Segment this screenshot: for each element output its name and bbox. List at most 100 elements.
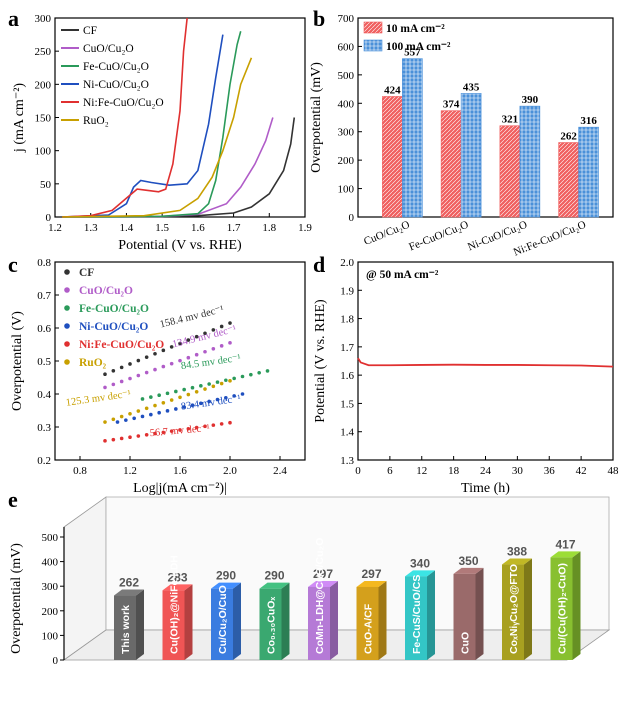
legend-label-b: 10 mA cm⁻² — [386, 23, 445, 35]
scatter-point-c — [140, 414, 145, 419]
legend-label-a: Ni:Fe-CuO/Cu₂O — [83, 97, 164, 109]
bar-side-e — [281, 582, 290, 660]
series-line-a — [62, 17, 188, 218]
bar-side-e — [233, 582, 241, 660]
y-tick-label-e: 400 — [42, 557, 59, 569]
y-tick-label-c: 0.6 — [37, 323, 51, 335]
legend-label-c: Fe-CuO/Cu₂O — [79, 303, 149, 315]
x-tick-label-c: 0.8 — [73, 465, 87, 477]
scatter-point-c — [211, 328, 216, 332]
y-tick-label-d: 1.4 — [340, 427, 354, 439]
series-line-d — [357, 357, 614, 368]
bar-value-label-b: 321 — [502, 114, 519, 126]
y-tick-label-d: 1.5 — [340, 398, 354, 410]
scatter-point-c — [111, 382, 116, 387]
bar-e — [308, 586, 330, 660]
x-tick-label-d: 42 — [576, 465, 587, 477]
scatter-point-c — [119, 414, 124, 419]
scatter-point-c — [207, 382, 211, 386]
scatter-point-c — [144, 355, 149, 359]
scatter-point-c — [128, 412, 132, 416]
scatter-point-c — [111, 368, 116, 373]
scatter-point-c — [157, 393, 161, 398]
slope-label-c: 158.4 mv dec⁻¹ — [159, 304, 225, 331]
series-line-a — [62, 117, 296, 218]
legend-label-c: CuO/Cu₂O — [79, 285, 133, 297]
scatter-point-c — [194, 390, 199, 394]
scatter-point-c — [265, 369, 270, 373]
y-axis-label-b: Overpotential (mV) — [309, 62, 324, 173]
scatter-point-c — [157, 410, 161, 415]
plot-frame-d — [357, 261, 614, 461]
y-tick-label-e: 100 — [42, 630, 59, 642]
scatter-point-c — [219, 344, 224, 348]
bar-side-e — [572, 551, 581, 660]
bar-top-e — [114, 589, 144, 596]
bar-e — [453, 573, 476, 660]
legend-label-a: Ni-CuO/Cu₂O — [83, 79, 149, 91]
legend-swatch-c — [64, 287, 70, 293]
bar-e — [405, 576, 427, 660]
bar-category-label-e: CuO-A/CF — [363, 603, 375, 654]
scatter-point-c — [190, 385, 195, 390]
legend-label-b: 100 mA cm⁻² — [386, 41, 451, 53]
scatter-point-c — [186, 355, 191, 360]
y-tick-label-a: 100 — [35, 146, 52, 158]
x-tick-label-d: 18 — [448, 465, 460, 477]
scatter-point-c — [124, 418, 128, 422]
scatter-point-c — [232, 394, 236, 398]
scatter-point-c — [128, 362, 132, 366]
bar-top-e — [356, 580, 387, 587]
y-axis-label-a: j (mA cm⁻²) — [12, 83, 27, 153]
y-tick-label-c: 0.4 — [37, 389, 51, 401]
scatter-point-c — [224, 378, 228, 383]
bar-b — [440, 110, 462, 218]
x-axis-label-c: Log|j(mA cm⁻²)| — [133, 481, 227, 496]
bar-b — [499, 125, 521, 218]
bar-e — [550, 557, 573, 660]
scatter-point-c — [144, 370, 149, 375]
scatter-point-c — [169, 361, 174, 366]
scatter-point-c — [215, 380, 220, 384]
bar-value-label-b: 262 — [560, 131, 577, 143]
scatter-point-c — [136, 373, 141, 378]
scatter-point-c — [249, 372, 253, 377]
series-line-a — [62, 117, 274, 218]
scatter-point-c — [165, 409, 170, 413]
scatter-point-c — [203, 349, 207, 354]
scatter-point-c — [219, 324, 224, 329]
category-label-b: CuO/Cu₂O — [362, 219, 411, 248]
scatter-point-c — [194, 352, 199, 357]
bar-b — [558, 142, 579, 218]
scatter-point-c — [182, 405, 186, 409]
bar-e — [502, 564, 524, 660]
y-tick-label-b: 200 — [338, 155, 355, 167]
series-line-a — [62, 34, 224, 218]
scatter-point-c — [211, 384, 216, 389]
scatter-point-c — [232, 376, 236, 381]
scatter-point-c — [199, 401, 203, 406]
y-tick-label-d: 2.0 — [340, 257, 354, 269]
y-tick-label-d: 1.3 — [340, 455, 354, 467]
legend-label-a: CuO/Cu₂O — [83, 43, 134, 55]
scatter-point-c — [174, 407, 178, 411]
scatter-point-c — [144, 406, 149, 411]
scatter-point-c — [240, 392, 245, 396]
scatter-point-c — [132, 416, 136, 421]
chart-e: 0 100 200 300 400 500 Overpotential (mV) 262 Thi… — [9, 496, 611, 667]
scatter-point-c — [161, 348, 166, 353]
bar-side-e — [330, 580, 338, 660]
scatter-point-c — [219, 422, 224, 426]
scatter-point-c — [257, 370, 261, 375]
scatter-point-c — [153, 367, 157, 372]
bar-value-label-e: 388 — [507, 545, 527, 559]
scatter-point-c — [186, 338, 191, 342]
bar-e — [356, 586, 379, 660]
scatter-point-c — [178, 395, 182, 400]
bar-value-label-b: 557 — [404, 47, 421, 59]
y-tick-label-d: 1.9 — [340, 285, 354, 297]
y-tick-label-b: 500 — [338, 70, 355, 82]
scatter-point-c — [178, 428, 182, 432]
scatter-point-c — [144, 433, 149, 437]
